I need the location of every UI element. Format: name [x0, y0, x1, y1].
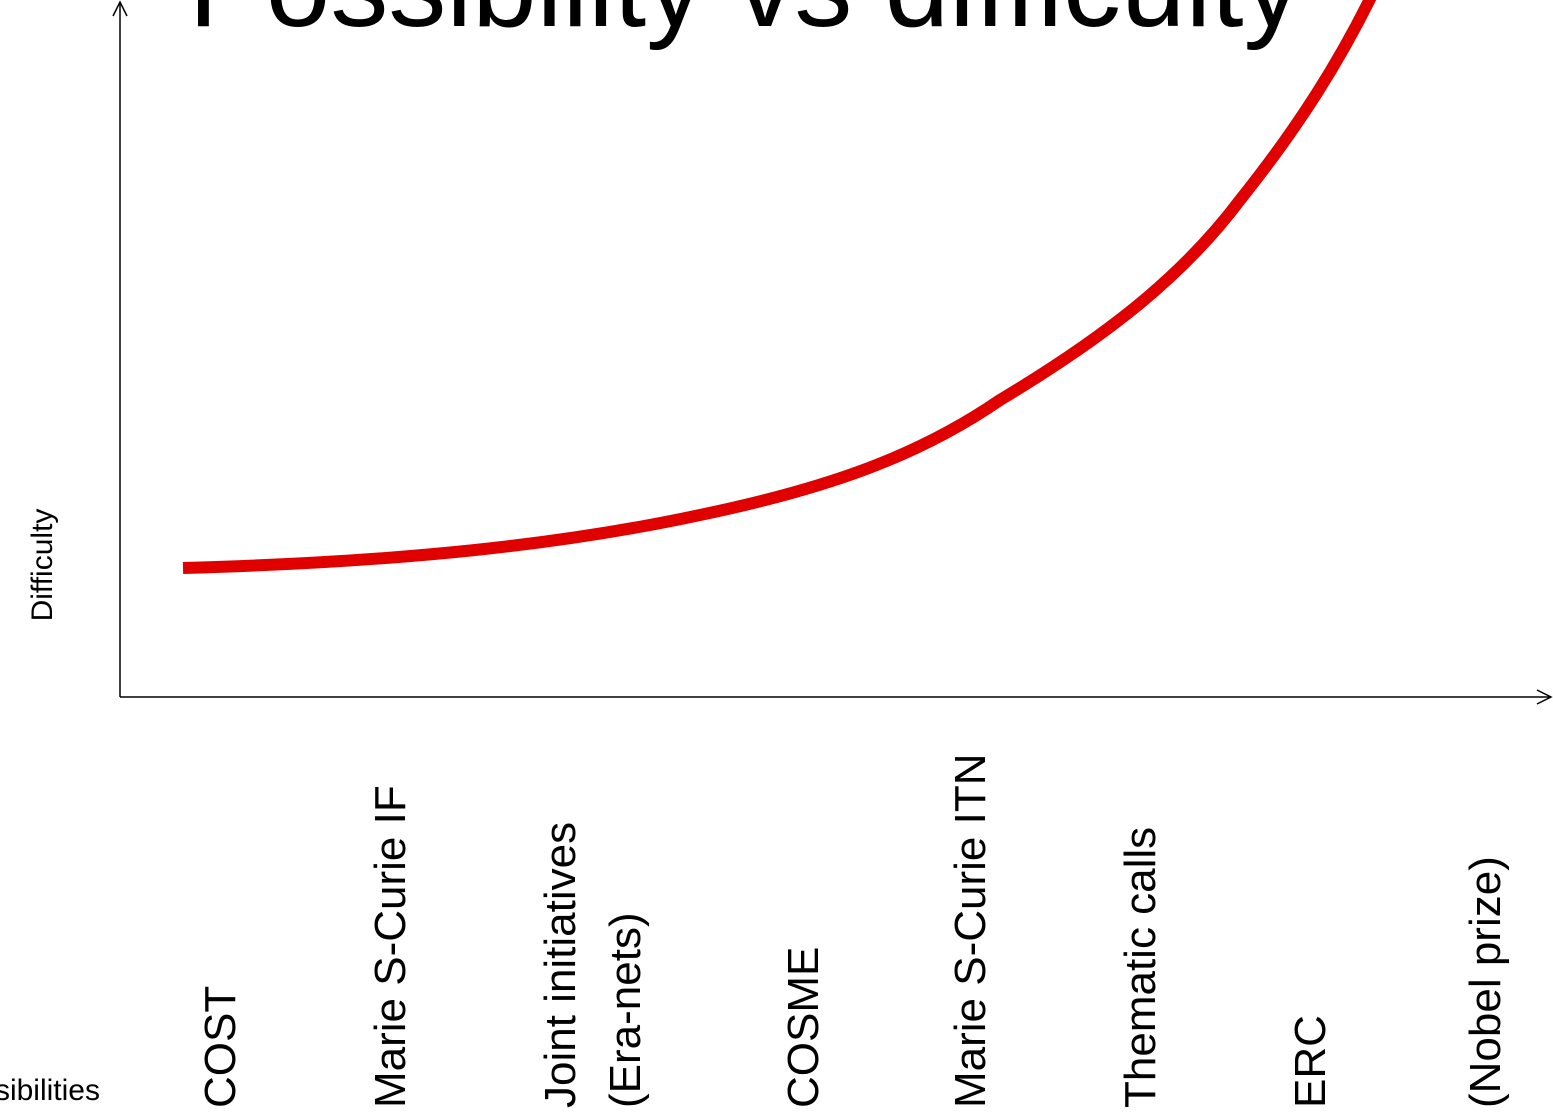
category-label: (Nobel prize) [1461, 856, 1510, 1108]
x-axis-arrow [1536, 689, 1553, 705]
category-label: Joint initiatives [536, 822, 585, 1108]
category-label: (Era-nets) [601, 912, 650, 1108]
category-label: ERC [1286, 1015, 1335, 1108]
slide-title: Possibility vs difficulty [188, 0, 1301, 51]
y-axis-label: Difficulty [26, 509, 59, 622]
category-label: COST [196, 986, 245, 1108]
category-label: Marie S-Curie ITN [946, 754, 995, 1109]
difficulty-curve [182, 0, 1377, 574]
x-axis-label: Possibilities [0, 1074, 100, 1107]
category-label: COSME [779, 947, 828, 1108]
category-label: Thematic calls [1116, 827, 1165, 1108]
y-axis-arrow [112, 0, 128, 17]
category-label: Marie S-Curie IF [366, 785, 415, 1108]
category-labels: COST Marie S-Curie IF Joint initiatives (Er… [196, 754, 1510, 1109]
